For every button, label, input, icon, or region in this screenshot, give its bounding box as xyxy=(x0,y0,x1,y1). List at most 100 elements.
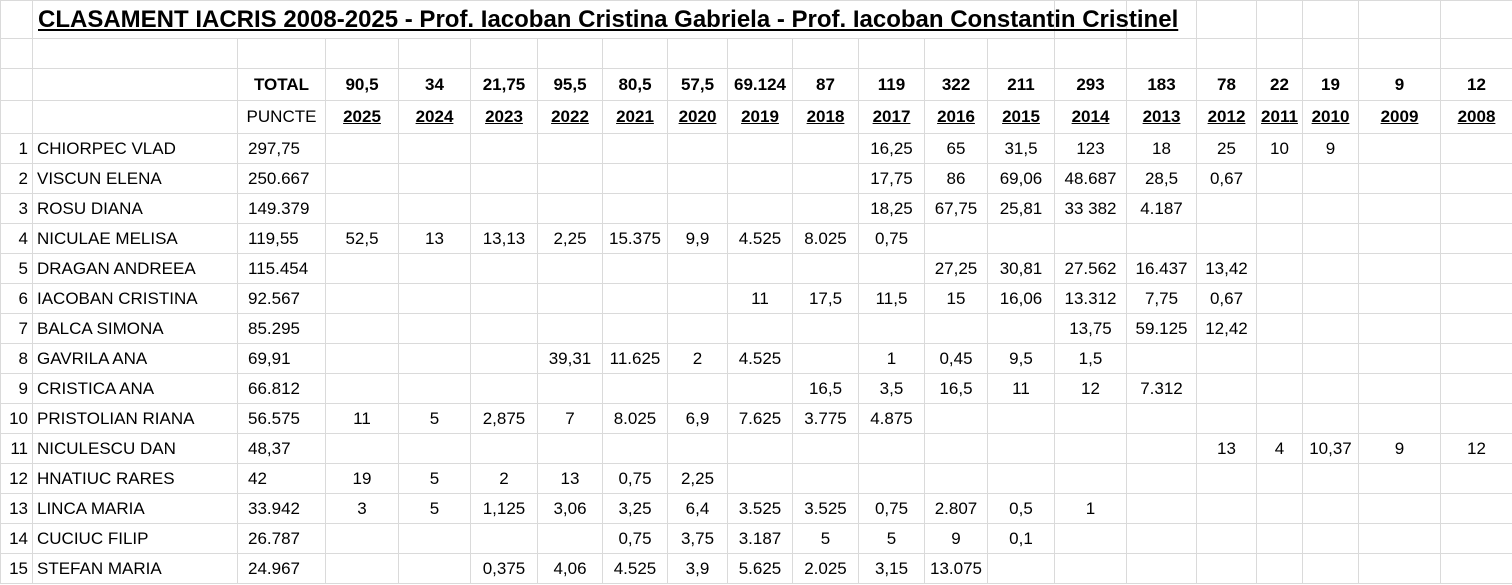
row: 10 PRISTOLIAN RIANA 56.575 11 5 2,875 7 8.025 6,… xyxy=(0,403,1512,434)
year-points xyxy=(1358,463,1441,494)
year-points xyxy=(1256,223,1303,254)
year-points: 16,5 xyxy=(924,373,988,404)
year-points: 3,06 xyxy=(537,493,603,524)
cell xyxy=(0,0,33,39)
year-points xyxy=(1440,343,1512,374)
year-points: 16,5 xyxy=(792,373,859,404)
rank: 1 xyxy=(0,133,33,164)
year-points: 0,75 xyxy=(858,493,925,524)
total-points: 85.295 xyxy=(237,313,326,344)
year-points xyxy=(1302,403,1359,434)
year-points xyxy=(1358,523,1441,554)
year-points xyxy=(398,433,471,464)
year-points xyxy=(987,223,1055,254)
year-points xyxy=(325,283,399,314)
year-points xyxy=(537,253,603,284)
cell xyxy=(727,38,793,69)
year-points: 3,75 xyxy=(667,523,728,554)
rank: 2 xyxy=(0,163,33,194)
row: 3 ROSU DIANA 149.379 18,25 67,75 25,81 33 382 4… xyxy=(0,193,1512,224)
year-points: 13 xyxy=(1196,433,1257,464)
year-points xyxy=(1358,283,1441,314)
year-header: 2019 xyxy=(727,100,793,134)
year-points: 33 382 xyxy=(1054,193,1127,224)
rank: 15 xyxy=(0,553,33,584)
year-points xyxy=(470,373,538,404)
year-points: 13 xyxy=(537,463,603,494)
year-total: 12 xyxy=(1440,68,1512,101)
year-points xyxy=(987,403,1055,434)
cell xyxy=(0,68,33,101)
participant-name: NICULESCU DAN xyxy=(32,433,238,464)
year-points xyxy=(602,133,668,164)
cell xyxy=(1358,0,1441,39)
year-points xyxy=(1126,493,1197,524)
year-points xyxy=(667,373,728,404)
year-points xyxy=(1358,223,1441,254)
year-points xyxy=(470,253,538,284)
year-points xyxy=(1196,373,1257,404)
cell xyxy=(1256,38,1303,69)
year-total: 9 xyxy=(1358,68,1441,101)
year-points xyxy=(537,283,603,314)
year-points xyxy=(858,463,925,494)
cell xyxy=(32,100,238,134)
year-points: 11 xyxy=(727,283,793,314)
cell xyxy=(1440,38,1512,69)
year-points: 13,42 xyxy=(1196,253,1257,284)
year-points: 5 xyxy=(398,463,471,494)
year-points xyxy=(602,433,668,464)
year-points: 11 xyxy=(987,373,1055,404)
participant-name: BALCA SIMONA xyxy=(32,313,238,344)
year-points: 13,75 xyxy=(1054,313,1127,344)
cell xyxy=(537,38,603,69)
year-points xyxy=(1126,433,1197,464)
participant-name: PRISTOLIAN RIANA xyxy=(32,403,238,434)
year-points xyxy=(1196,193,1257,224)
year-points xyxy=(470,523,538,554)
year-points: 4 xyxy=(1256,433,1303,464)
year-points xyxy=(727,373,793,404)
year-points xyxy=(325,253,399,284)
year-points xyxy=(1302,553,1359,584)
year-points xyxy=(1302,373,1359,404)
year-points xyxy=(1302,163,1359,194)
year-points xyxy=(537,433,603,464)
year-points xyxy=(1256,493,1303,524)
year-points: 2.025 xyxy=(792,553,859,584)
total-points: 26.787 xyxy=(237,523,326,554)
year-total: 34 xyxy=(398,68,471,101)
year-points: 0,75 xyxy=(858,223,925,254)
year-points xyxy=(1256,523,1303,554)
total-points: 115.454 xyxy=(237,253,326,284)
year-points: 39,31 xyxy=(537,343,603,374)
year-points: 8.025 xyxy=(792,223,859,254)
year-header: 2008 xyxy=(1440,100,1512,134)
rank: 11 xyxy=(0,433,33,464)
year-total: 69.124 xyxy=(727,68,793,101)
year-points: 13 xyxy=(398,223,471,254)
year-points xyxy=(858,253,925,284)
year-points xyxy=(1196,463,1257,494)
year-points: 17,75 xyxy=(858,163,925,194)
year-points xyxy=(1126,553,1197,584)
year-points xyxy=(470,343,538,374)
year-points xyxy=(667,313,728,344)
year-points: 69,06 xyxy=(987,163,1055,194)
participant-name: HNATIUC RARES xyxy=(32,463,238,494)
year-points xyxy=(1440,223,1512,254)
year-header: 2011 xyxy=(1256,100,1303,134)
total-points: 56.575 xyxy=(237,403,326,434)
year-points xyxy=(792,193,859,224)
year-points: 7.312 xyxy=(1126,373,1197,404)
year-points: 18 xyxy=(1126,133,1197,164)
cell xyxy=(0,38,33,69)
row: 5 DRAGAN ANDREEA 115.454 27,25 30,81 27.562 16… xyxy=(0,253,1512,284)
year-points xyxy=(470,283,538,314)
year-points: 13.312 xyxy=(1054,283,1127,314)
year-points: 28,5 xyxy=(1126,163,1197,194)
year-points: 0,5 xyxy=(987,493,1055,524)
year-points xyxy=(325,373,399,404)
year-points xyxy=(1358,373,1441,404)
year-points xyxy=(1440,553,1512,584)
